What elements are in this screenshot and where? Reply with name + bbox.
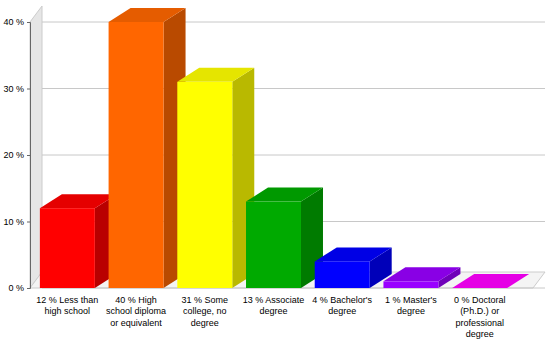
bar-3d xyxy=(246,188,323,288)
label-line: school diploma xyxy=(106,306,166,316)
bar xyxy=(315,261,370,288)
tick-mark xyxy=(27,22,30,23)
label-line: or equivalent xyxy=(110,318,162,328)
bar-top xyxy=(315,247,392,261)
label-line: (Ph.D.) or xyxy=(460,306,499,316)
tick: 40 % xyxy=(3,17,30,27)
tick: 10 % xyxy=(3,217,30,227)
tick-label: 40 % xyxy=(3,17,24,27)
label-line: 40 % High xyxy=(115,295,157,305)
bar-top xyxy=(177,68,254,82)
bar xyxy=(452,288,507,289)
tick: 0 % xyxy=(8,283,30,293)
category-label: 1 % Master'sdegree xyxy=(385,295,437,316)
tick-mark xyxy=(27,288,30,289)
category-label: 4 % Bachelor'sdegree xyxy=(312,295,372,316)
tick-label: 0 % xyxy=(8,283,24,293)
bar-top xyxy=(109,8,186,22)
tick-label: 10 % xyxy=(3,217,24,227)
label-line: degree xyxy=(259,306,287,316)
bar-top xyxy=(40,194,117,208)
grid xyxy=(42,22,545,288)
bar xyxy=(246,202,301,288)
label-line: 0 % Doctoral xyxy=(454,295,506,305)
label-line: 1 % Master's xyxy=(385,295,437,305)
bar-top xyxy=(246,188,323,202)
y-axis: 0 % 10 % 20 % 30 % 40 % xyxy=(3,17,30,293)
bar-3d xyxy=(452,274,529,288)
bar xyxy=(177,82,232,288)
label-line: 12 % Less than xyxy=(36,295,98,305)
category-label: 31 % Somecollege, no degree xyxy=(182,295,229,328)
bar-3d xyxy=(40,194,117,288)
category-label: 0 % Doctoral(Ph.D.) or professionaldegree xyxy=(454,295,506,339)
bars xyxy=(40,8,529,288)
tick-mark xyxy=(27,89,30,90)
axis-line xyxy=(27,23,31,289)
category-label: 40 % Highschool diploma or equivalent xyxy=(106,295,166,328)
bar-3d xyxy=(177,68,254,288)
bar-3d xyxy=(315,247,392,288)
bar-top xyxy=(452,274,529,288)
label-line: professional xyxy=(455,318,504,328)
x-axis: 12 % Less thanhigh school 40 % Highschool… xyxy=(36,295,505,339)
tick-mark xyxy=(27,222,30,223)
tick: 30 % xyxy=(3,84,30,94)
bar xyxy=(109,22,164,288)
label-line: 4 % Bachelor's xyxy=(312,295,372,305)
label-line: degree xyxy=(328,306,356,316)
label-line: 13 % Associate xyxy=(243,295,305,305)
bar xyxy=(383,281,438,288)
tick-label: 30 % xyxy=(3,84,24,94)
category-label: 13 % Associatedegree xyxy=(243,295,305,316)
chart: 0 % 10 % 20 % 30 % 40 % 12 % Less thanhigh sc… xyxy=(0,0,550,350)
bar-3d xyxy=(383,267,460,288)
bar xyxy=(40,208,95,288)
tick-label: 20 % xyxy=(3,150,24,160)
label-line: college, no xyxy=(183,306,227,316)
label-line: degree xyxy=(466,329,494,339)
bar-3d xyxy=(109,8,186,288)
label-line: degree xyxy=(191,318,219,328)
label-line: high school xyxy=(45,306,91,316)
tick-mark xyxy=(27,155,30,156)
category-label: 12 % Less thanhigh school xyxy=(36,295,98,316)
label-line: 31 % Some xyxy=(182,295,229,305)
label-line: degree xyxy=(397,306,425,316)
tick: 20 % xyxy=(3,150,30,160)
bar-top xyxy=(383,267,460,281)
